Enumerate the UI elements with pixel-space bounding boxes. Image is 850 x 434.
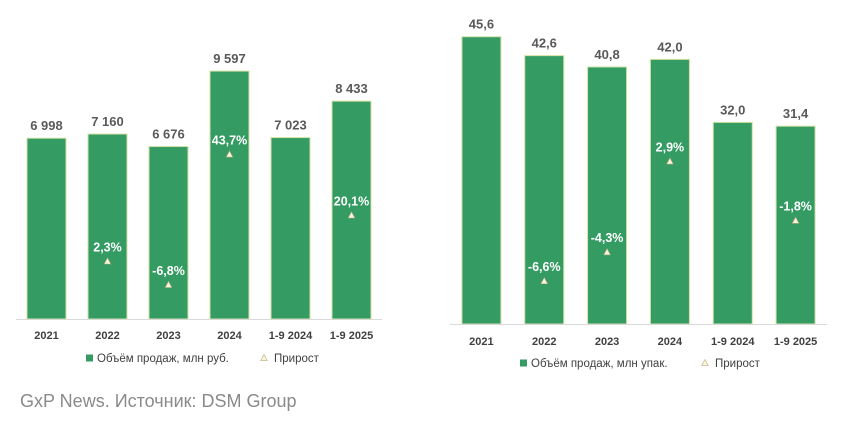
legend-bar-label: Объём продаж, млн руб. — [97, 353, 229, 365]
legend-triangle-icon — [701, 358, 709, 366]
legend-bar-label: Объём продаж, млн упак. — [531, 358, 668, 370]
value-label-2022: 42,6 — [532, 36, 557, 51]
bar-2023 — [148, 146, 189, 320]
growth-marker-1-9-2025 — [347, 211, 356, 219]
legend-growth-label: Прирост — [715, 358, 761, 370]
value-label-1-9-2024: 7 023 — [274, 118, 307, 133]
bar-1-9-2024 — [712, 121, 753, 325]
legend: Объём продаж, млн руб. Прирост — [86, 353, 320, 365]
value-label-2021: 45,6 — [469, 17, 494, 32]
value-label-1-9-2025: 8 433 — [335, 81, 368, 96]
growth-label-1-9-2025: -1,8% — [779, 200, 812, 214]
value-label-1-9-2024: 32,0 — [720, 102, 745, 117]
value-label-1-9-2025: 31,4 — [783, 106, 809, 121]
category-label-2021: 2021 — [34, 330, 58, 342]
growth-marker-2022 — [103, 257, 112, 265]
growth-label-2024: 2,9% — [656, 140, 685, 154]
value-label-2023: 40,8 — [594, 47, 619, 62]
category-label-2022: 2022 — [532, 336, 556, 348]
source-caption: GxP News. Источник: DSM Group — [20, 391, 297, 411]
legend-growth-label: Прирост — [274, 353, 320, 365]
growth-marker-1-9-2025 — [791, 216, 800, 224]
growth-marker-2024 — [666, 157, 674, 165]
bar-2021 — [26, 137, 67, 320]
legend-bar-swatch — [86, 354, 93, 362]
value-label-2021: 6 998 — [30, 118, 63, 133]
growth-marker-2023 — [603, 248, 611, 256]
bar-2024 — [209, 70, 250, 320]
category-label-1-9-2025: 1-9 2025 — [330, 330, 373, 342]
growth-marker-2022 — [540, 277, 549, 285]
value-label-2022: 7 160 — [91, 114, 124, 129]
category-label-1-9-2025: 1-9 2025 — [774, 336, 817, 348]
growth-label-2024: 43,7% — [212, 133, 247, 147]
growth-label-2022: 2,3% — [93, 240, 122, 254]
bar-1-9-2025 — [331, 100, 372, 320]
category-label-2022: 2022 — [95, 330, 119, 342]
category-label-2024: 2024 — [217, 330, 242, 342]
bar-2022 — [87, 133, 128, 320]
category-label-1-9-2024: 1-9 2024 — [711, 336, 755, 348]
legend-triangle-icon — [260, 353, 268, 361]
chart-1: 6 998 2021 7 160 2022 2,3% 6 676 2023 -6,8% 9 59… — [16, 51, 382, 365]
category-label-2023: 2023 — [595, 336, 619, 348]
category-label-1-9-2024: 1-9 2024 — [269, 330, 313, 342]
growth-marker-2023 — [164, 280, 173, 288]
growth-label-2023: -4,3% — [591, 231, 624, 245]
value-label-2024: 9 597 — [213, 51, 246, 66]
growth-marker-2024 — [225, 150, 234, 158]
category-label-2023: 2023 — [156, 330, 180, 342]
chart-2: 45,6 2021 42,6 2022 -6,6% 40,8 2023 -4,3% 42,0 20… — [450, 17, 827, 370]
legend: Объём продаж, млн упак. Прирост — [520, 358, 761, 370]
value-label-2023: 6 676 — [152, 127, 185, 142]
value-label-2024: 42,0 — [657, 39, 682, 54]
bar-2021 — [461, 36, 502, 325]
growth-label-2023: -6,8% — [152, 264, 185, 278]
category-label-2021: 2021 — [469, 336, 493, 348]
legend-bar-swatch — [520, 359, 527, 367]
growth-label-1-9-2025: 20,1% — [334, 194, 369, 208]
category-label-2024: 2024 — [658, 336, 683, 348]
bar-2024 — [649, 58, 690, 325]
bar-1-9-2024 — [270, 137, 311, 320]
bar-1-9-2025 — [775, 125, 816, 325]
growth-label-2022: -6,6% — [528, 260, 561, 274]
bar-2023 — [587, 66, 628, 325]
